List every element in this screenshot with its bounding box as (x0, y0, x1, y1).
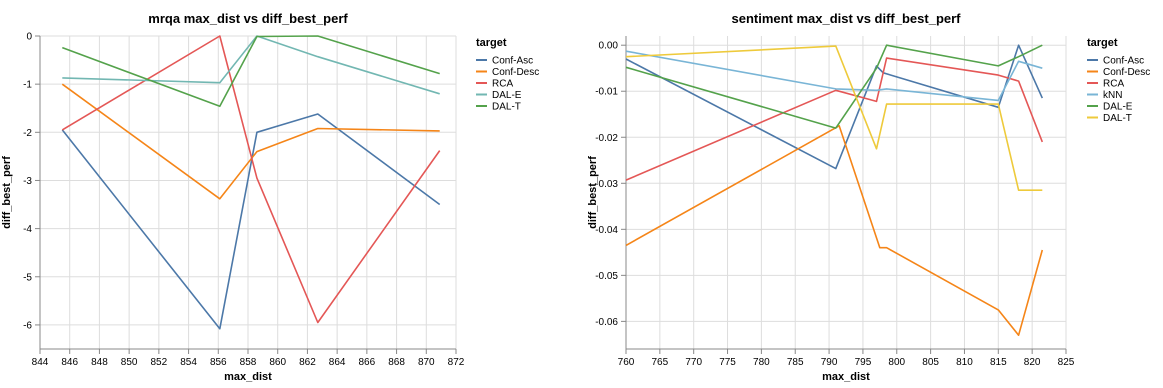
grid (39, 35, 457, 349)
x-tick-label: 866 (359, 357, 376, 368)
series-line-conf-desc (61, 83, 440, 200)
x-tick-label: 820 (1024, 357, 1041, 368)
y-tick-label: -0.01 (595, 87, 618, 98)
legend-label: DAL-T (1103, 113, 1132, 124)
y-tick-label: -0.03 (595, 179, 618, 190)
series-line-dal-e (625, 44, 1043, 129)
x-tick-label: 850 (121, 357, 138, 368)
series-line-knn (625, 50, 1043, 102)
y-tick-label: -4 (23, 224, 32, 235)
legend-label: kNN (1103, 90, 1122, 101)
x-tick-label: 805 (922, 357, 939, 368)
series-line-dal-t (625, 45, 1043, 191)
series-line-conf-desc (625, 125, 1044, 337)
y-tick-label: -5 (23, 272, 32, 283)
legend-label: Conf-Asc (492, 56, 533, 67)
legend-label: Conf-Desc (1103, 67, 1150, 78)
chart-title: mrqa max_dist vs diff_best_perf (148, 11, 348, 26)
x-tick-label: 844 (32, 357, 49, 368)
chart-title: sentiment max_dist vs diff_best_perf (731, 11, 961, 26)
series-line-rca (61, 35, 441, 324)
x-tick-label: 856 (210, 357, 227, 368)
legend-label: DAL-T (492, 102, 521, 113)
legend-item: DAL-T (476, 102, 521, 113)
legend-label: Conf-Asc (1103, 56, 1144, 67)
legend-item: Conf-Desc (476, 67, 539, 78)
y-axis-title: diff_best_perf (587, 156, 599, 229)
legend-item: Conf-Desc (1087, 67, 1150, 78)
x-tick-label: 780 (753, 357, 770, 368)
series-group (625, 44, 1044, 337)
x-tick-label: 862 (299, 357, 316, 368)
legend-title: target (476, 37, 507, 49)
y-tick-label: -3 (23, 176, 32, 187)
y-tick-label: -0.06 (595, 317, 618, 328)
legend-title: target (1087, 37, 1118, 49)
legend-label: RCA (1103, 79, 1124, 90)
legend-item: Conf-Asc (1087, 56, 1144, 67)
legend-label: RCA (492, 79, 513, 90)
sentiment-chart: 760 765 770 775 780 785 790 795 800 805 810 815 820 8… (587, 11, 1150, 383)
x-tick-label: 852 (151, 357, 168, 368)
x-axis-title: max_dist (822, 371, 870, 383)
y-tick-label: -2 (23, 128, 32, 139)
y-tick-label: 0 (26, 32, 32, 43)
y-tick-label: -0.04 (595, 225, 618, 236)
series-line-rca (625, 57, 1044, 181)
legend-item: RCA (476, 79, 513, 90)
x-tick-label: 795 (855, 357, 872, 368)
x-tick-label: 870 (418, 357, 435, 368)
x-tick-label: 790 (821, 357, 838, 368)
y-tick-label: 0.00 (599, 41, 619, 52)
series-line-dal-t (62, 35, 440, 108)
series-group (61, 35, 441, 330)
x-tick-label: 858 (240, 357, 257, 368)
legend-item: DAL-T (1087, 113, 1132, 124)
legend-item: kNN (1087, 90, 1122, 101)
legend-label: DAL-E (1103, 102, 1133, 113)
x-tick-label: 800 (888, 357, 905, 368)
x-tick-label: 760 (618, 357, 635, 368)
legend-item: DAL-E (1087, 102, 1133, 113)
x-axis-title: max_dist (224, 371, 272, 383)
x-tick-label: 770 (685, 357, 702, 368)
y-tick-label: -0.02 (595, 133, 618, 144)
x-tick-label: 846 (61, 357, 78, 368)
y-tick-label: -0.05 (595, 271, 618, 282)
x-tick-label: 860 (269, 357, 286, 368)
y-axis-title: diff_best_perf (1, 156, 13, 229)
x-tick-label: 825 (1058, 357, 1075, 368)
x-tick-label: 810 (956, 357, 973, 368)
series-line-dal-e (62, 35, 440, 95)
legend-label: Conf-Desc (492, 67, 539, 78)
x-tick-label: 815 (990, 357, 1007, 368)
y-tick-label: -1 (23, 80, 32, 91)
x-tick-label: 785 (787, 357, 804, 368)
x-tick-label: 775 (719, 357, 736, 368)
x-tick-label: 848 (91, 357, 108, 368)
legend-label: DAL-E (492, 90, 522, 101)
x-tick-label: 864 (329, 357, 346, 368)
y-tick-label: -6 (23, 320, 32, 331)
x-tick-label: 872 (448, 357, 465, 368)
series-line-conf-asc (61, 113, 441, 330)
legend-item: DAL-E (476, 90, 522, 101)
mrqa-chart: 844 846 848 850 852 854 856 858 860 862 864 866 868 8… (1, 11, 539, 383)
legend-item: Conf-Asc (476, 56, 533, 67)
legend-item: RCA (1087, 79, 1124, 90)
grid (625, 36, 1067, 349)
x-tick-label: 868 (388, 357, 405, 368)
x-tick-label: 765 (652, 357, 669, 368)
series-line-conf-asc (625, 44, 1044, 170)
x-tick-label: 854 (180, 357, 197, 368)
